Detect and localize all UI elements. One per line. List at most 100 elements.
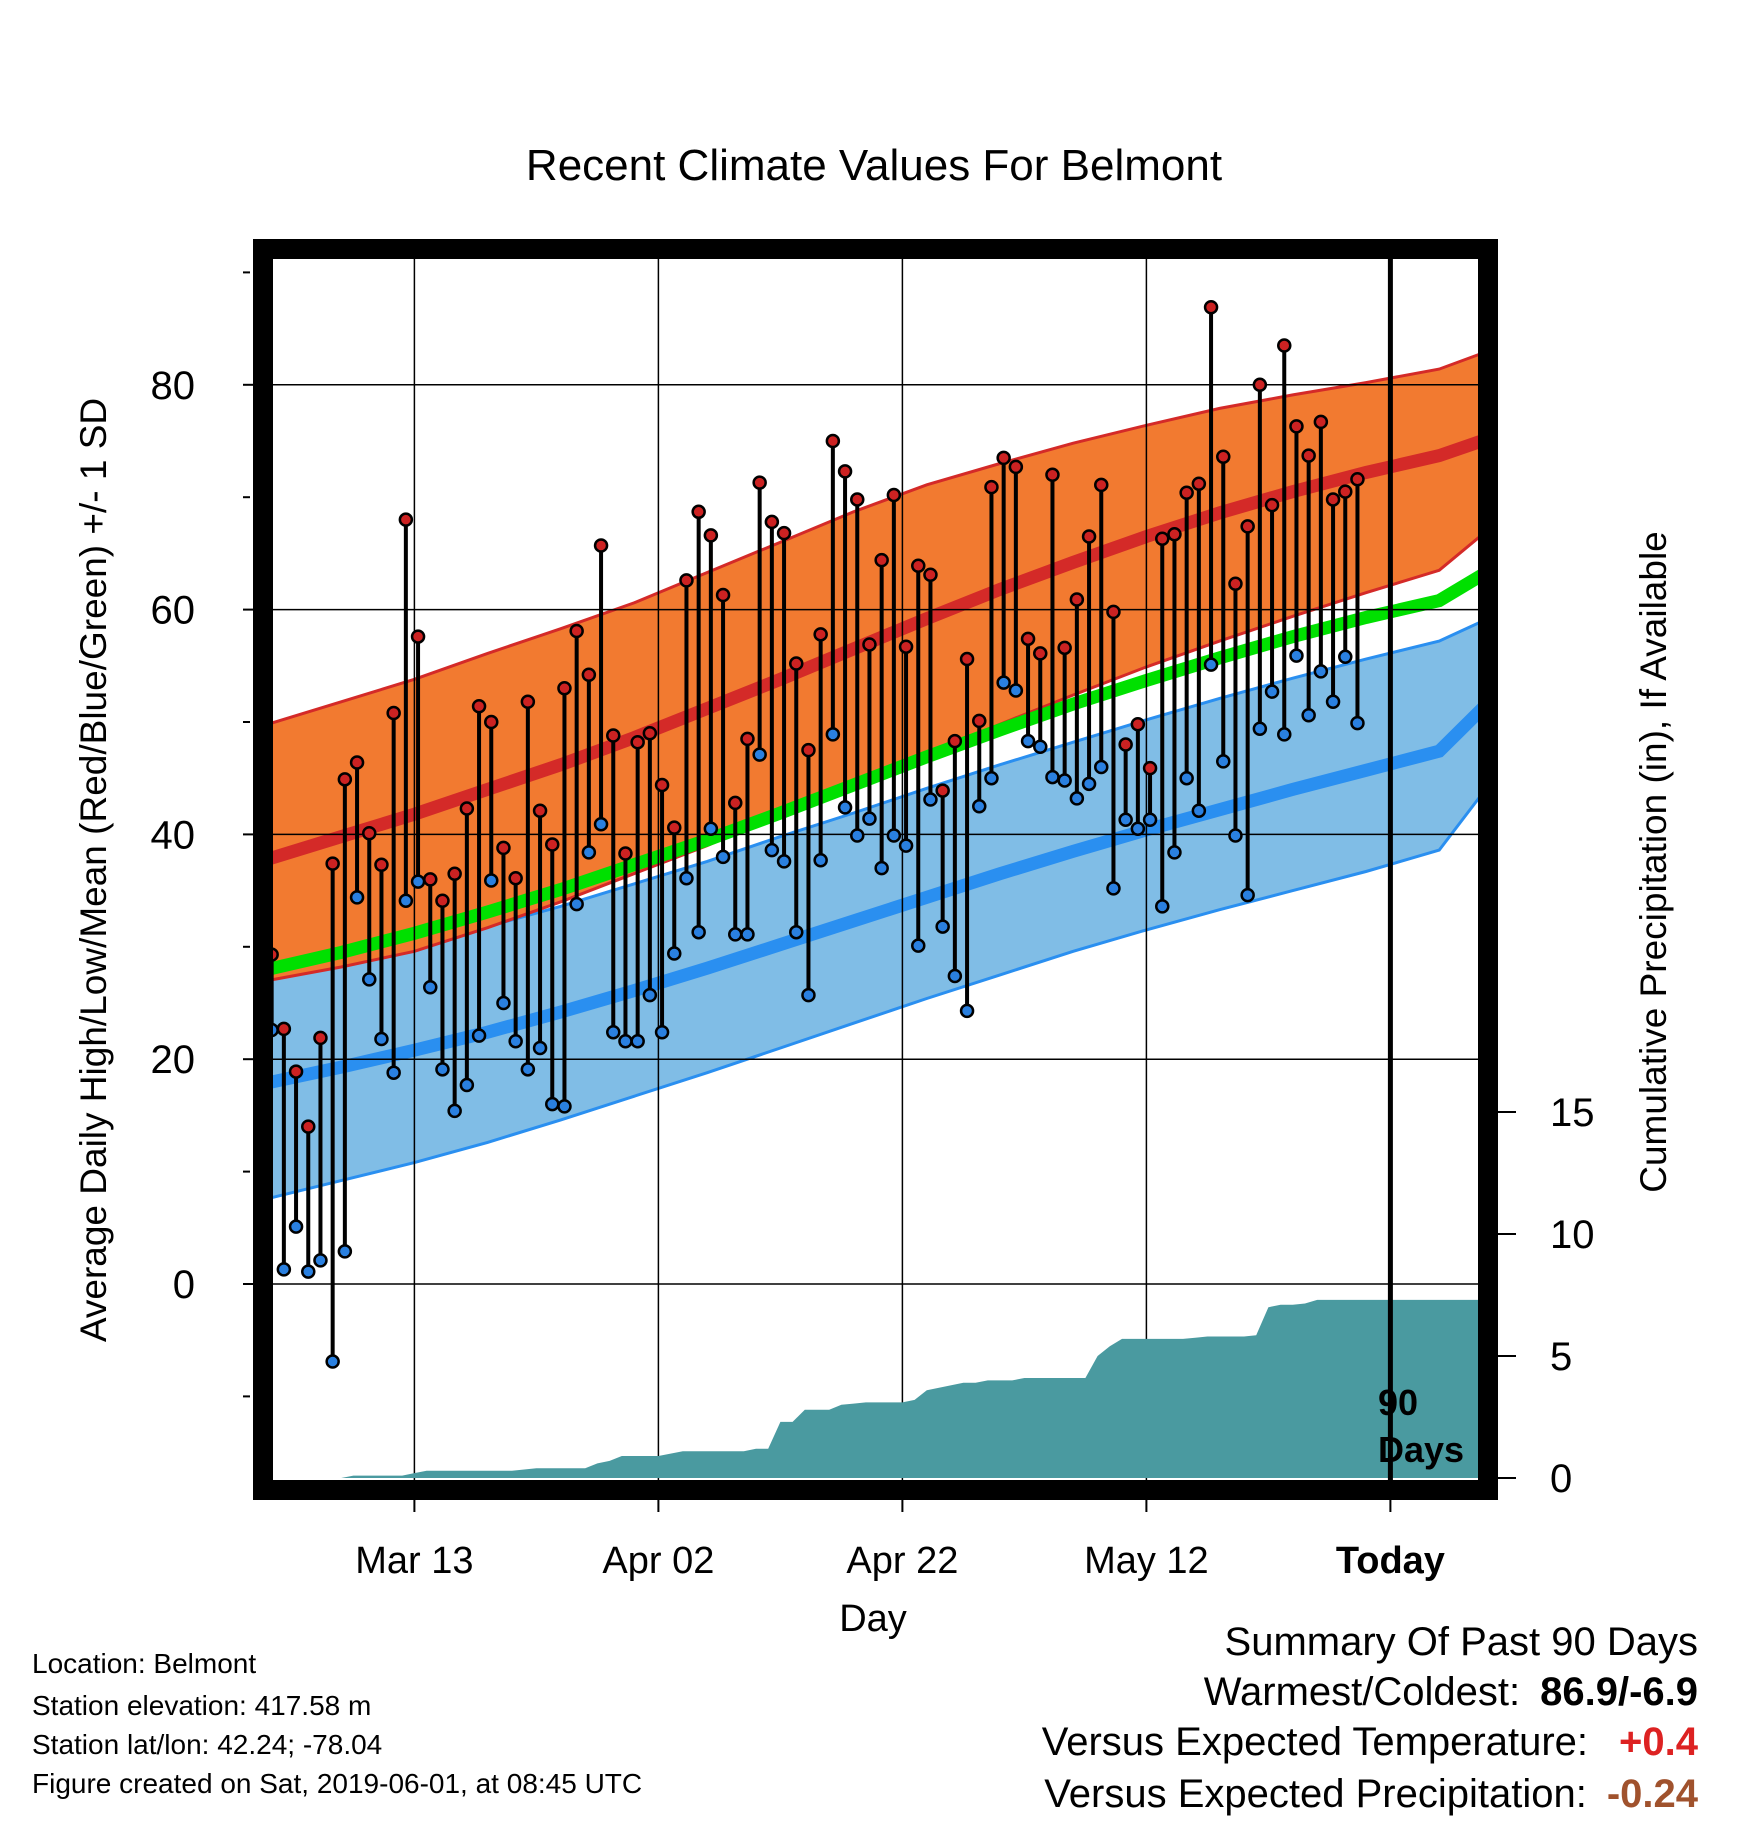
daily-high-point [984, 479, 999, 495]
daily-low-point [972, 799, 987, 814]
daily-low-point [410, 874, 426, 889]
daily-high-point [288, 1064, 304, 1079]
daily-high-point [1313, 414, 1329, 430]
daily-high-point [301, 1119, 316, 1134]
daily-high-point [545, 837, 560, 852]
daily-low-point [1338, 649, 1353, 665]
daily-high-point [764, 514, 780, 530]
daily-low-point [398, 893, 414, 908]
daily-high-point [423, 872, 438, 887]
daily-high-point [679, 573, 694, 588]
daily-high-point [1045, 467, 1060, 482]
daily-high-point [789, 656, 804, 671]
daily-high-point [520, 694, 536, 710]
y2-tick-label: 10 [1550, 1213, 1595, 1257]
daily-high-point [447, 866, 462, 881]
daily-high-point [1167, 527, 1182, 542]
daily-low-point [935, 919, 950, 934]
daily-low-point [813, 853, 828, 868]
daily-markers [264, 299, 1365, 1369]
daily-low-point [325, 1354, 340, 1369]
daily-low-point [1240, 887, 1255, 903]
precip-cumulative-area [268, 1299, 1488, 1478]
daily-high-point [484, 714, 499, 730]
daily-low-point [1069, 791, 1085, 806]
y2-tick-label: 5 [1550, 1335, 1572, 1379]
daily-high-point [642, 725, 658, 741]
daily-high-point [740, 731, 755, 747]
daily-high-point [972, 713, 987, 729]
daily-high-point [606, 728, 621, 743]
daily-high-point [801, 742, 816, 758]
daily-high-point [715, 587, 731, 603]
daily-high-point [850, 492, 865, 507]
daily-low-point [435, 1062, 450, 1077]
daily-low-point [386, 1065, 401, 1080]
daily-low-point [618, 1033, 633, 1049]
daily-high-point [313, 1030, 328, 1046]
y2-axis-label: Cumulative Precipitation (in), If Availa… [1633, 531, 1674, 1193]
daily-low-point [691, 924, 706, 940]
daily-low-point [337, 1244, 353, 1259]
daily-low-point [1301, 708, 1316, 723]
daily-high-point [1130, 716, 1146, 732]
daily-high-point [386, 705, 401, 721]
daily-low-point [1167, 845, 1182, 860]
daily-high-point [1264, 497, 1280, 513]
daily-low-point [1277, 727, 1292, 742]
daily-low-point [1216, 754, 1231, 769]
x-tick-label: Mar 13 [355, 1540, 473, 1582]
summary-heading: Summary Of Past 90 Days [1224, 1620, 1698, 1664]
daily-high-point [1118, 737, 1133, 752]
daily-high-point [1033, 646, 1048, 661]
daily-low-point [1081, 776, 1097, 792]
x-axis-label: Day [839, 1598, 907, 1640]
daily-low-point [630, 1033, 645, 1049]
summary-warmest-coldest: Warmest/Coldest: 86.9/-6.9 [1204, 1670, 1698, 1715]
daily-low-point [654, 1024, 670, 1040]
daily-high-point [593, 538, 609, 553]
daily-high-point [837, 464, 853, 479]
daily-low-point [301, 1264, 316, 1279]
daily-low-point [545, 1096, 560, 1112]
daily-low-point [728, 927, 743, 942]
daily-high-point [703, 528, 719, 543]
daily-high-point [398, 512, 414, 527]
daily-low-point [1228, 828, 1243, 843]
daily-high-point [935, 783, 950, 798]
daily-low-point [715, 849, 731, 865]
summary-precip: Versus Expected Precipitation: -0.24 [1044, 1772, 1698, 1817]
daily-high-point [1057, 640, 1072, 656]
daily-low-point [679, 870, 694, 886]
daily-high-point [1350, 471, 1365, 487]
daily-low-point [459, 1077, 475, 1093]
warmest-coldest-label: Warmest/Coldest: [1203, 1670, 1521, 1714]
daily-high-point [557, 681, 572, 696]
daily-low-point [569, 896, 584, 912]
today-days-word: Days [1378, 1429, 1464, 1470]
daily-high-point [435, 893, 450, 908]
daily-low-point [1350, 715, 1365, 731]
daily-high-point [959, 651, 975, 667]
warmest-coldest-value: 86.9/-6.9 [1540, 1670, 1698, 1714]
daily-high-point [1069, 592, 1085, 607]
chart-title: Recent Climate Values For Belmont [526, 141, 1222, 190]
info-location: Location: Belmont [32, 1648, 257, 1679]
daily-low-point [288, 1219, 304, 1234]
daily-low-point [1118, 812, 1133, 828]
daily-low-point [374, 1031, 389, 1047]
high-band [268, 351, 1488, 981]
daily-high-point [325, 856, 340, 871]
daily-high-point [1106, 604, 1121, 620]
daily-low-point [1289, 648, 1304, 663]
y2-tick-label: 15 [1550, 1091, 1595, 1135]
daily-high-point [1081, 529, 1097, 544]
daily-low-point [911, 938, 926, 953]
daily-low-point [1033, 739, 1048, 754]
daily-high-point [996, 450, 1011, 466]
daily-high-point [862, 637, 877, 652]
daily-low-point [1325, 694, 1341, 710]
daily-low-point [423, 980, 438, 995]
daily-high-point [374, 857, 389, 872]
daily-high-point [728, 795, 743, 811]
